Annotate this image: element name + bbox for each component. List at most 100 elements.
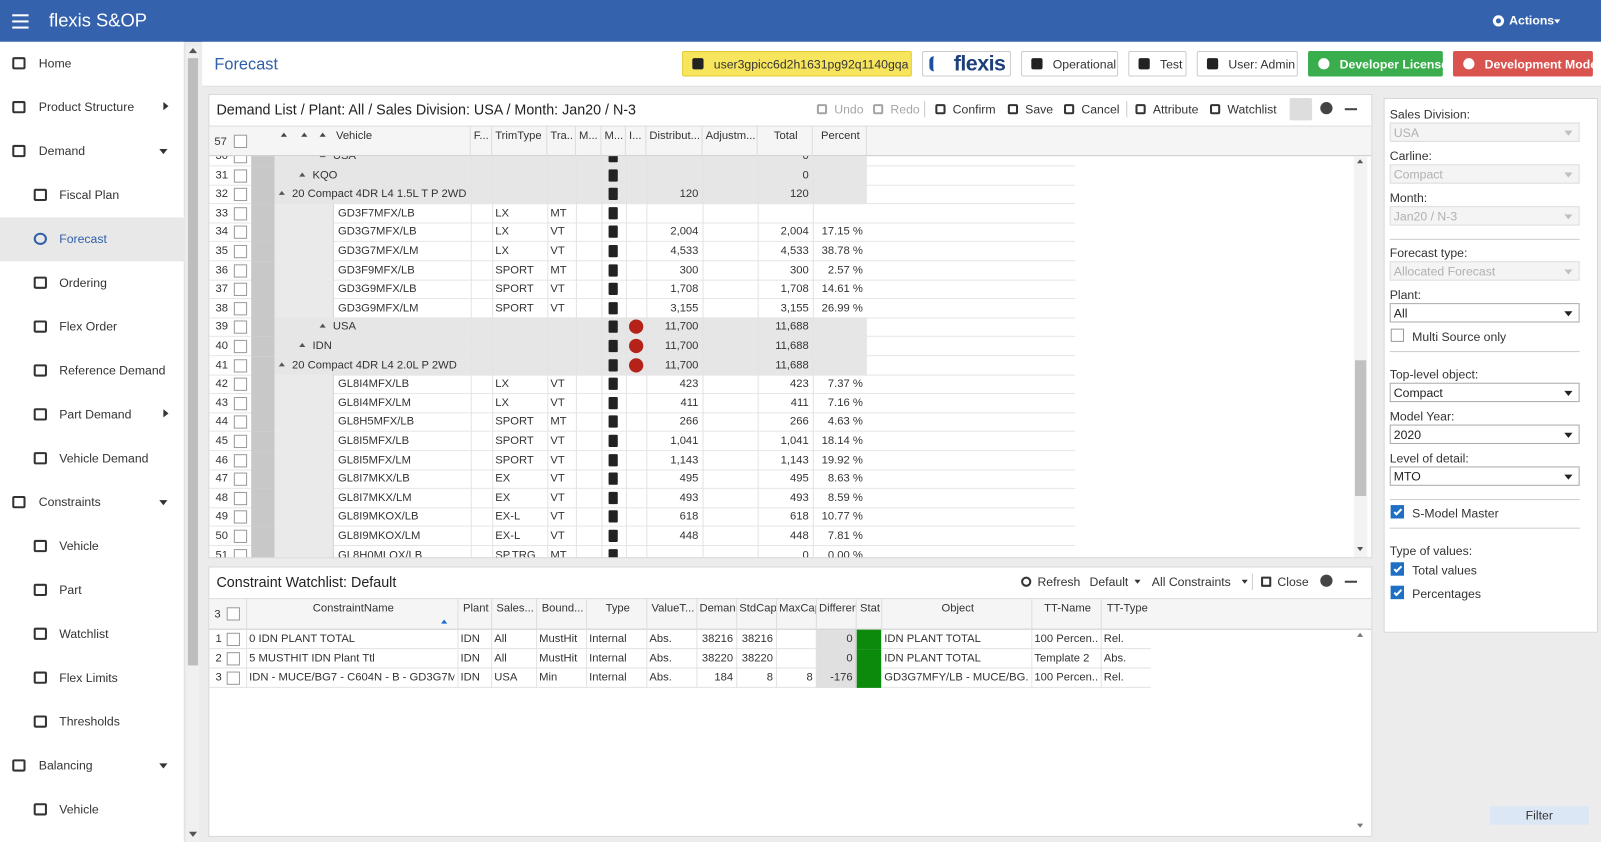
checkbox[interactable] [233,377,248,392]
column-header[interactable]: Adjustm... [703,126,758,157]
select[interactable]: Compact [1389,382,1580,403]
column-header[interactable]: ConstraintName [246,599,457,630]
bug-icon[interactable] [1320,102,1333,115]
filter-button[interactable]: Filter [1489,806,1589,825]
sidebar-item[interactable]: Product Structure [0,86,185,130]
select[interactable]: All [1389,303,1580,323]
sidebar-item[interactable]: Thresholds [0,700,185,744]
column-header[interactable]: I... [626,126,647,157]
sidebar-item[interactable]: Vehicle [0,525,185,569]
badge[interactable]: Development Mode [1453,51,1597,77]
checkbox[interactable] [1390,585,1405,600]
action-button[interactable]: Default [1089,574,1129,589]
checkbox[interactable] [1390,562,1405,576]
action-button[interactable]: Save [1025,102,1054,117]
checkbox[interactable] [233,491,248,505]
column-header[interactable]: Sales... [491,599,536,630]
checkbox[interactable] [233,415,248,430]
checkbox[interactable] [233,339,248,354]
sidebar-item[interactable]: Flex Limits [0,656,185,700]
checkbox[interactable] [233,282,248,297]
sidebar-item[interactable]: Balancing [0,744,185,788]
checkbox[interactable] [233,396,248,411]
checkbox[interactable] [233,244,248,259]
column-header[interactable]: Tra... [547,126,576,157]
column-header[interactable]: MaxCap [776,599,816,630]
checkbox[interactable] [233,263,248,278]
checkbox[interactable] [233,225,248,240]
action-button[interactable]: Refresh [1037,574,1081,589]
checkbox[interactable] [1390,328,1405,342]
badge[interactable]: Test [1128,51,1187,77]
checkbox-label[interactable]: Percentages [1412,586,1481,602]
checkbox[interactable] [233,134,248,148]
checkbox[interactable] [233,472,248,486]
bug-icon[interactable] [1320,574,1333,587]
action-button[interactable]: Undo [834,102,864,117]
sidebar-item[interactable]: Part Demand [0,393,185,437]
badge[interactable]: flexis [922,51,1011,77]
sidebar-item[interactable]: Fiscal Plan [0,174,185,218]
column-header[interactable]: Demand [696,599,736,630]
column-header[interactable]: Percent [813,126,867,157]
checkbox-label[interactable]: S-Model Master [1412,506,1499,521]
column-header[interactable]: Type [586,599,646,630]
checkbox[interactable] [226,652,240,666]
sidebar-item[interactable]: Part [0,568,185,612]
checkbox[interactable] [226,607,240,621]
checkbox[interactable] [233,529,248,543]
checkbox[interactable] [233,453,248,468]
badge[interactable]: Developer License [1308,51,1448,77]
action-button[interactable]: All Constraints [1151,574,1231,589]
sidebar-item[interactable]: Home [0,42,185,86]
sidebar-item[interactable]: Ordering [0,261,185,305]
column-header[interactable]: Total [758,126,813,157]
checkbox[interactable] [233,358,248,373]
action-button[interactable]: Watchlist [1227,102,1277,117]
action-button[interactable]: Confirm [952,102,996,117]
checkbox[interactable] [233,169,248,183]
minimize-icon[interactable] [1344,580,1358,583]
column-header[interactable]: Bound... [536,599,586,630]
select[interactable]: 2020 [1389,424,1580,444]
checkbox[interactable] [233,320,248,335]
checkbox[interactable] [233,301,248,316]
checkbox[interactable] [1390,505,1405,519]
column-header[interactable]: M... [601,126,626,157]
sidebar-item[interactable]: Constraints [0,481,185,525]
sidebar-item[interactable]: Watchlist [0,612,185,656]
column-header[interactable]: TT-Name [1031,599,1100,630]
sidebar-item[interactable]: Demand [0,130,185,174]
column-header[interactable]: Plant [457,599,491,630]
badge[interactable]: User: Admin [1196,51,1298,77]
badge[interactable]: Operational [1021,51,1119,77]
scroll-thumb[interactable] [187,58,199,666]
actions-menu[interactable]: Actions [1509,13,1555,28]
column-header[interactable]: Differer [815,599,856,630]
column-header[interactable]: Object [881,599,1031,630]
checkbox[interactable] [233,548,248,558]
column-header[interactable]: StdCap [736,599,776,630]
action-button[interactable]: Close [1277,574,1309,589]
sidebar-item[interactable]: Vehicle Demand [0,437,185,481]
menu-icon[interactable] [12,14,29,17]
badge[interactable]: user3gpicc6d2h1631pg92q1140gqa [682,51,912,77]
checkbox-label[interactable]: Total values [1412,563,1477,578]
column-header[interactable]: Vehicle [275,126,471,157]
checkbox[interactable] [233,510,248,524]
checkbox[interactable] [233,434,248,449]
checkbox[interactable] [233,187,248,202]
filter-toggle[interactable] [1289,97,1313,121]
minimize-icon[interactable] [1344,108,1358,111]
sidebar-item[interactable]: Vehicle [0,788,185,832]
action-button[interactable]: Attribute [1152,102,1199,117]
column-header[interactable]: TrimType [492,126,548,157]
sidebar-item[interactable]: Flex Order [0,305,185,349]
checkbox[interactable] [226,671,240,685]
checkbox[interactable] [233,156,248,164]
checkbox-label[interactable]: Multi Source only [1412,329,1507,344]
column-header[interactable]: F... [471,126,493,157]
column-header[interactable]: ValueT... [646,599,696,630]
column-header[interactable]: TT-Type [1100,599,1151,630]
select[interactable]: MTO [1389,466,1580,486]
